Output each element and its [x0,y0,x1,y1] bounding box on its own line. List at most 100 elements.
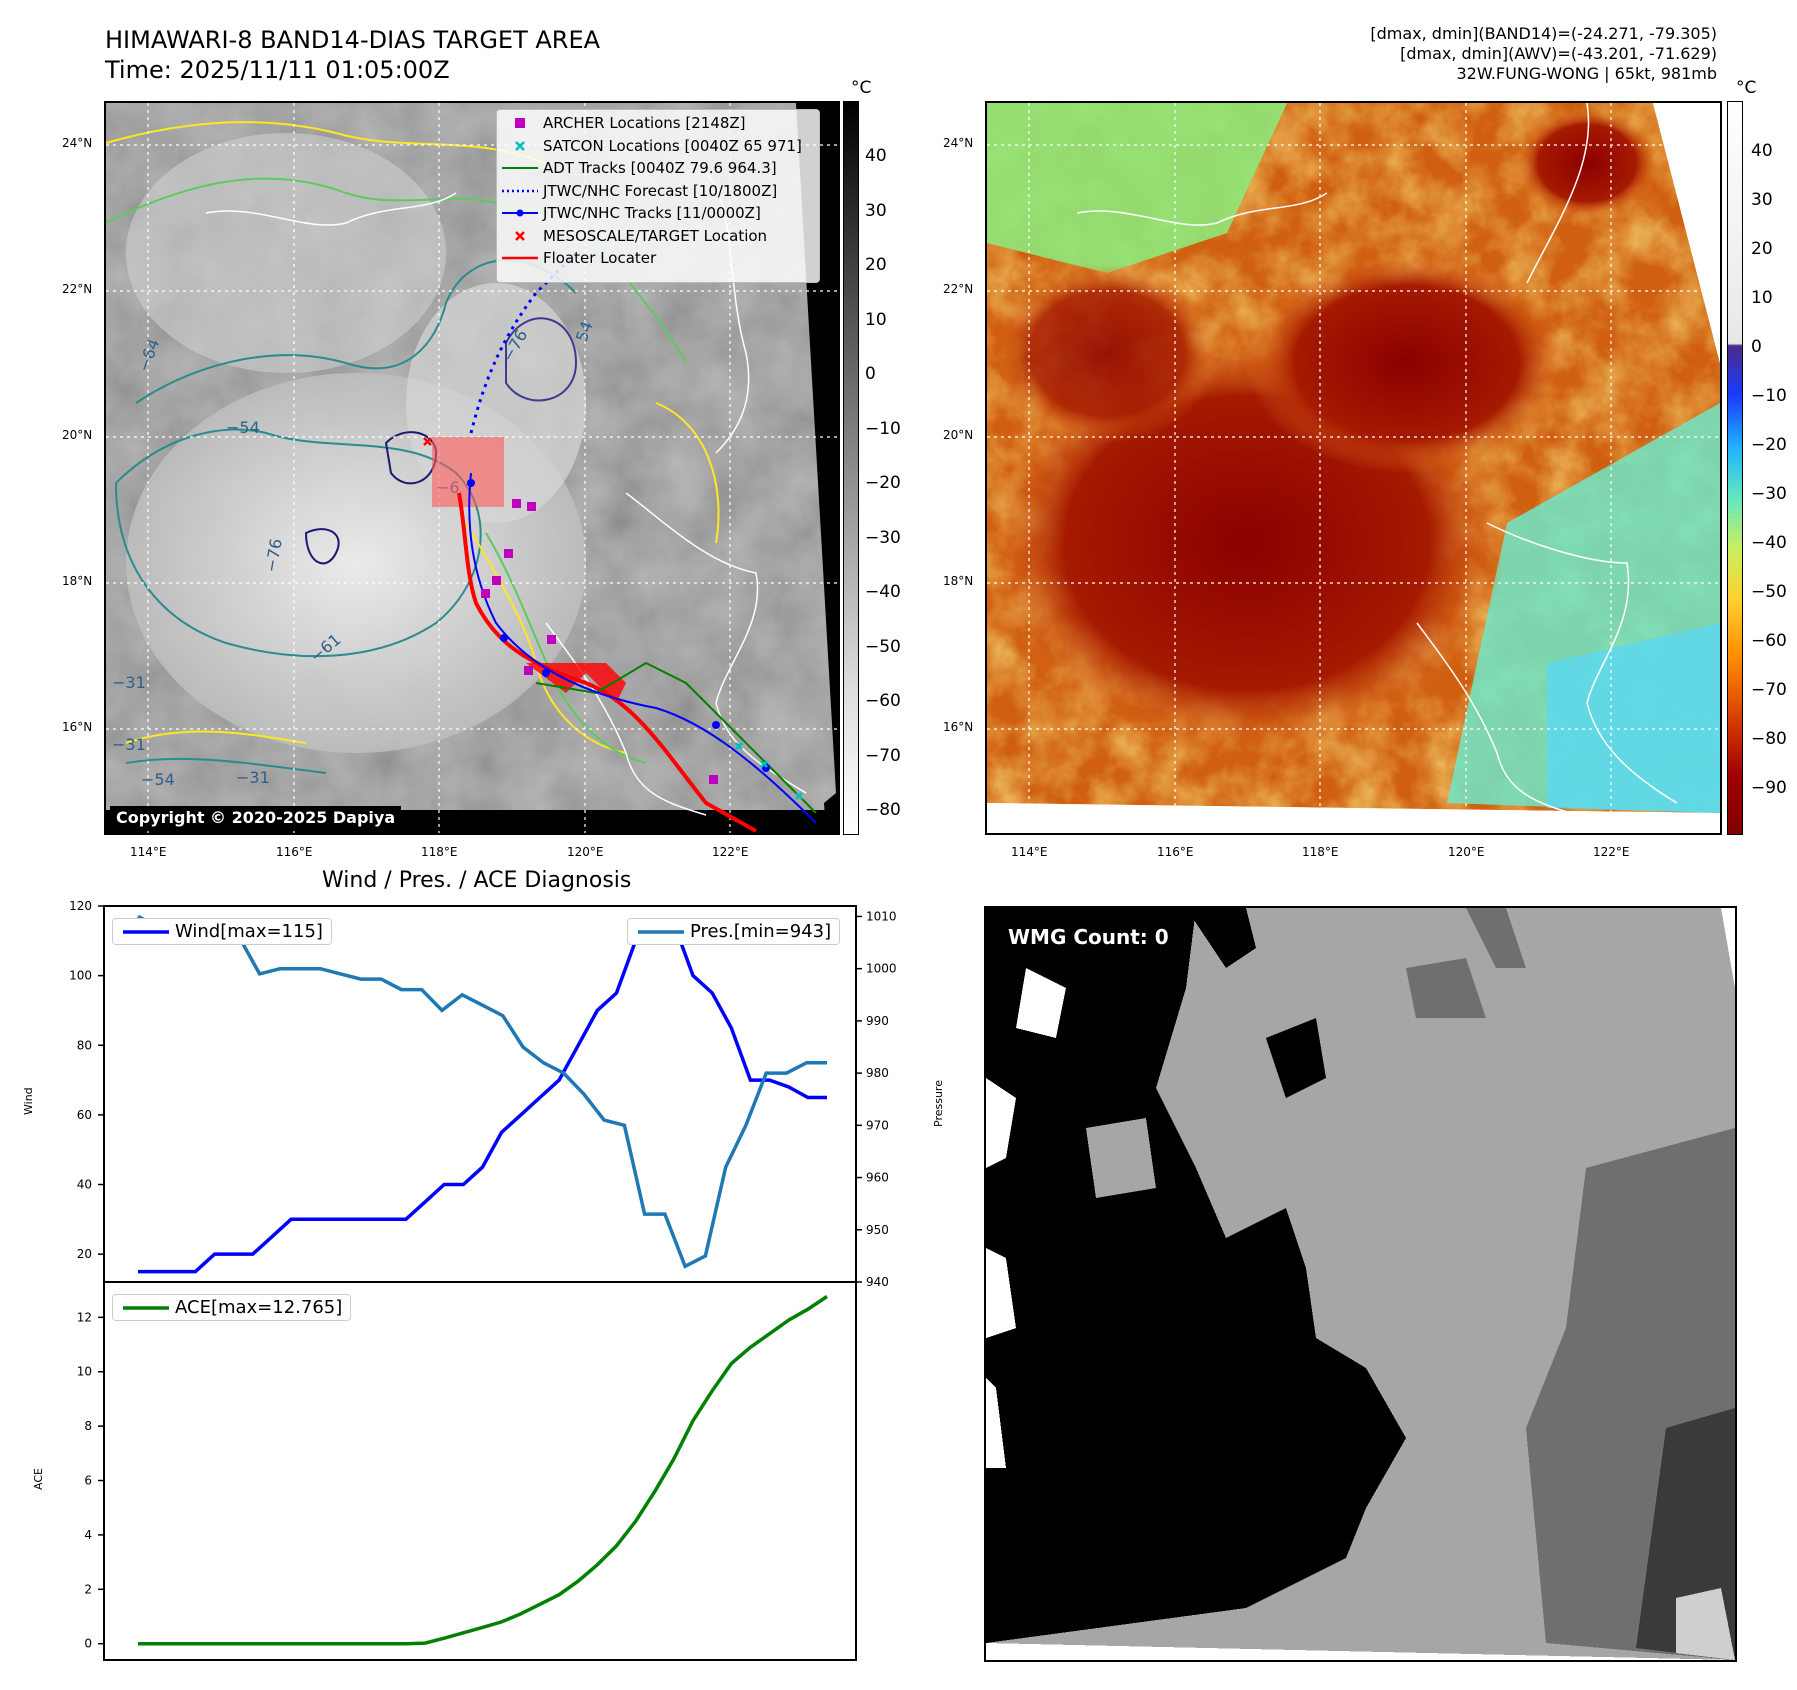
colorbar-tick-label: −90 [1751,778,1787,798]
ace-axes [103,1281,857,1661]
pressure-series-line [137,914,827,1269]
lat-label: 18°N [943,574,974,588]
y-tick-label: 20 [77,1247,92,1261]
wmg-image [986,908,1735,1660]
y-tick-label: 970 [866,1118,889,1132]
ir-map-panel: −76 −76 −64 −54 −61 −31 −31 −54 −31 −6 5… [104,101,840,835]
ace-legend-label: ACE[max=12.765] [175,1297,343,1318]
lon-label: 118°E [1302,845,1339,859]
contour-label: −31 [112,735,146,754]
colorbar-tick-label: −70 [1751,680,1787,700]
colorbar-tick-label: −60 [865,691,901,711]
ir-colorbar [843,101,859,835]
wind-series-line [138,920,827,1274]
floater-line-icon [497,255,543,261]
y-tick-label: 12 [77,1310,92,1324]
y-tick-label: 1000 [866,962,897,976]
colorbar-tick-label: 0 [865,364,876,384]
contour-label: −54 [141,770,175,789]
colorbar-tick-label: 0 [1751,337,1762,357]
colorbar-tick-label: −80 [1751,729,1787,749]
y-tick-label: 10 [77,1365,92,1379]
colorbar-tick-label: −10 [1751,386,1787,406]
legend-adt: ADT Tracks [0040Z 79.6 964.3] [497,157,819,180]
contour-label: −31 [112,673,146,692]
colorbar-tick-label: −50 [1751,582,1787,602]
ace-series-line [138,1295,828,1646]
legend-jtwc: JTWC/NHC Tracks [11/0000Z] [497,202,819,225]
legend-label: ARCHER Locations [2148Z] [543,114,746,133]
lat-label: 18°N [62,574,93,588]
lon-label: 122°E [1593,845,1630,859]
lat-label: 20°N [943,428,974,442]
y-tick-label: 0 [84,1637,92,1651]
legend-target: MESOSCALE/TARGET Location [497,225,819,248]
pressure-legend-label: Pres.[min=943] [690,921,832,942]
wind-legend-label: Wind[max=115] [175,921,323,942]
awv-colorbar [1727,101,1743,835]
lon-label: 120°E [567,845,604,859]
lon-label: 122°E [712,845,749,859]
wind-legend: Wind[max=115] [112,918,332,945]
legend-label: JTWC/NHC Forecast [10/1800Z] [543,181,778,200]
colorbar-tick-label: −30 [1751,484,1787,504]
colorbar-tick-label: −50 [865,636,901,657]
wind-pres-axes [103,905,857,1283]
awv-colorbar-unit: °C [1736,78,1757,98]
diag-title: Wind / Pres. / ACE Diagnosis [322,868,632,893]
y-tick-label: 1010 [866,909,897,923]
colorbar-tick-label: 20 [1751,239,1773,259]
y-tick-label: 960 [866,1171,889,1185]
map-legend: ARCHER Locations [2148Z] SATCON Location… [496,109,820,283]
lat-label: 20°N [62,428,93,442]
colorbar-tick-label: 20 [865,255,887,275]
map-title-line2: Time: 2025/11/11 01:05:00Z [105,56,450,84]
y-tick-label: 100 [69,969,92,983]
colorbar-tick-label: −20 [865,473,901,493]
target-x-icon [497,230,543,242]
colorbar-tick-label: 40 [865,146,887,166]
adt-line-icon [497,165,543,171]
colorbar-tick-label: 30 [865,200,887,221]
lon-label: 118°E [421,845,458,859]
legend-label: JTWC/NHC Tracks [11/0000Z] [543,204,761,223]
y-tick-label: 120 [69,900,92,913]
pressure-legend: Pres.[min=943] [627,918,841,945]
legend-forecast: JTWC/NHC Forecast [10/1800Z] [497,180,819,203]
colorbar-tick-label: −10 [865,418,901,439]
legend-floater: Floater Locater [497,247,819,270]
legend-satcon: SATCON Locations [0040Z 65 971] [497,135,819,158]
copyright-badge: Copyright © 2020-2025 Dapiya [110,806,402,829]
y-tick-label: 40 [77,1178,92,1192]
pressure-legend-swatch [638,929,684,934]
legend-label: ADT Tracks [0040Z 79.6 964.3] [543,159,777,178]
lat-label: 16°N [943,720,974,734]
contour-label: −54 [226,418,260,437]
map-title-line1: HIMAWARI-8 BAND14-DIAS TARGET AREA [105,26,601,54]
colorbar-tick-label: 30 [1751,190,1773,210]
ace-legend: ACE[max=12.765] [112,1294,352,1321]
colorbar-tick-label: −30 [865,527,901,548]
lat-label: 22°N [62,282,93,296]
wmg-count-badge: WMG Count: 0 [1000,922,1177,952]
legend-label: SATCON Locations [0040Z 65 971] [543,136,802,155]
awv-map-image [987,103,1720,833]
contour-label: −31 [236,768,270,787]
awv-map-panel [985,101,1722,835]
wind-ylabel: Wind [22,1087,35,1115]
lat-label: 16°N [62,720,93,734]
colorbar-tick-label: −80 [865,800,901,820]
lon-label: 114°E [1011,845,1048,859]
colorbar-tick-label: −40 [1751,533,1787,553]
legend-label: Floater Locater [543,249,657,268]
wind-legend-swatch [123,929,169,934]
colorbar-tick-label: 10 [1751,288,1773,308]
wmg-panel: WMG Count: 0 [984,906,1737,1662]
legend-archer: ARCHER Locations [2148Z] [497,112,819,135]
colorbar-tick-label: −70 [865,745,901,766]
colorbar-tick-label: −60 [1751,631,1787,651]
stats-line1: [dmax, dmin](BAND14)=(-24.271, -79.305) [1370,24,1717,43]
lat-label: 24°N [943,136,974,150]
ir-colorbar-unit: °C [851,78,872,98]
